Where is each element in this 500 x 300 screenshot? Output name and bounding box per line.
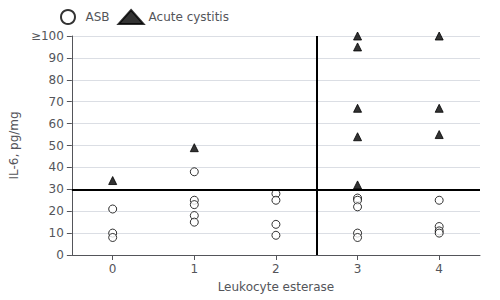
svg-text:10: 10 <box>49 226 64 240</box>
svg-text:≥100: ≥100 <box>31 29 64 43</box>
svg-text:4: 4 <box>435 262 443 276</box>
svg-text:40: 40 <box>49 160 64 174</box>
svg-text:Leukocyte esterase: Leukocyte esterase <box>218 280 335 294</box>
svg-text:2: 2 <box>272 262 280 276</box>
svg-text:30: 30 <box>49 182 64 196</box>
svg-text:90: 90 <box>49 51 64 65</box>
svg-text:ASB: ASB <box>86 10 110 24</box>
svg-text:0: 0 <box>56 248 64 262</box>
svg-text:0: 0 <box>109 262 117 276</box>
svg-text:IL-6, pg/mg: IL-6, pg/mg <box>7 111 21 179</box>
svg-text:50: 50 <box>49 139 64 153</box>
svg-text:80: 80 <box>49 73 64 87</box>
svg-text:70: 70 <box>49 95 64 109</box>
svg-text:Acute cystitis: Acute cystitis <box>149 10 229 24</box>
svg-text:20: 20 <box>49 204 64 218</box>
svg-text:60: 60 <box>49 117 64 131</box>
svg-text:1: 1 <box>190 262 198 276</box>
svg-text:3: 3 <box>354 262 362 276</box>
